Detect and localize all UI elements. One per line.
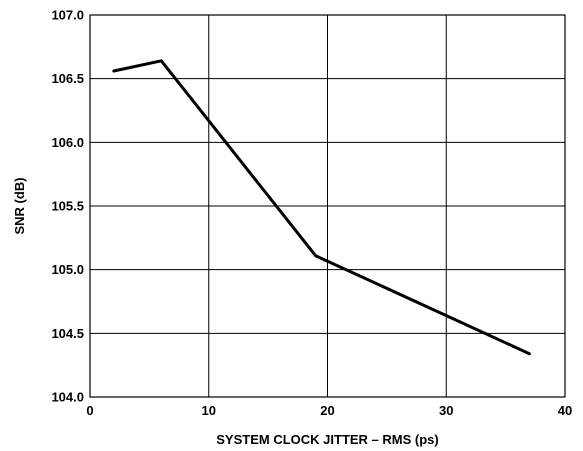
series-line-0 — [112, 59, 531, 356]
y-axis-label: SNR (dB) — [12, 177, 27, 234]
plot-frame — [89, 14, 566, 398]
x-tick-label: 0 — [86, 403, 93, 418]
x-tick-labels: 0 10 20 30 40 — [86, 403, 572, 418]
y-tick-label: 107.0 — [51, 8, 84, 23]
grid-lines — [90, 15, 565, 397]
y-tick-label: 105.5 — [51, 199, 84, 214]
y-tick-label: 106.5 — [51, 71, 84, 86]
y-tick-label: 104.5 — [51, 326, 84, 341]
y-tick-labels: 104.0 104.5 105.0 105.5 106.0 106.5 107.0 — [51, 8, 84, 405]
y-tick-label: 105.0 — [51, 262, 84, 277]
x-axis-label: SYSTEM CLOCK JITTER – RMS (ps) — [216, 432, 438, 447]
x-tick-label: 20 — [320, 403, 334, 418]
x-tick-label: 40 — [558, 403, 572, 418]
y-tick-label: 106.0 — [51, 135, 84, 150]
x-tick-label: 30 — [439, 403, 453, 418]
x-tick-label: 10 — [202, 403, 216, 418]
y-tick-label: 104.0 — [51, 390, 84, 405]
series-lines — [112, 59, 531, 356]
